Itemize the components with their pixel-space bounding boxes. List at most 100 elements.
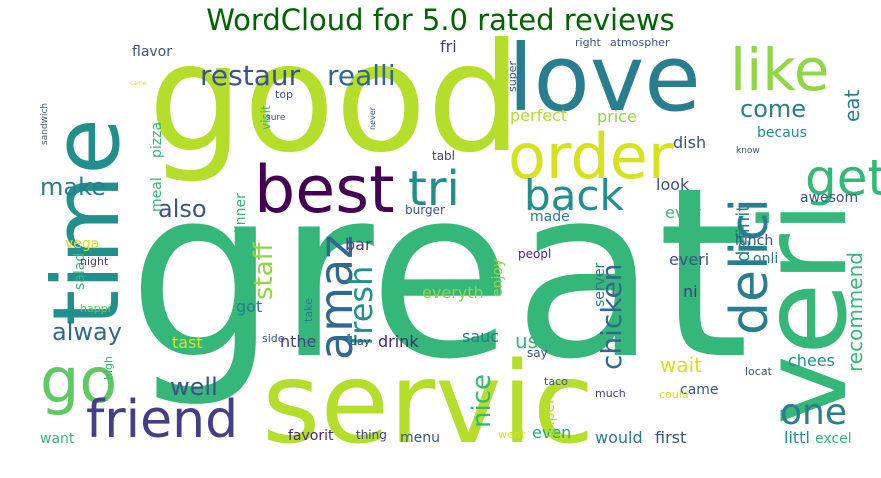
word-good: good (148, 12, 522, 186)
word-drink: drink (378, 332, 419, 351)
word-order: order (508, 120, 674, 193)
word-definit: definit (733, 205, 754, 262)
word-look: look (656, 175, 690, 194)
word-everi: everi (669, 250, 709, 269)
word-dish: dish (673, 133, 706, 152)
word-side: side (262, 332, 285, 345)
word-got: got (236, 297, 262, 316)
word-tabl: tabl (432, 149, 455, 163)
word-back: back (524, 171, 624, 220)
word-time: time (33, 118, 140, 326)
word-wait: wait (660, 353, 702, 377)
word-littl: littl (784, 428, 810, 447)
word-ni: ni (683, 282, 698, 301)
word-night: night (80, 255, 109, 268)
word-enjoy: enjoy (490, 259, 506, 297)
word-dinner: dinner (233, 193, 249, 238)
word-taco: taco (544, 375, 568, 388)
word-like: like (730, 36, 829, 104)
word-bar: bar (345, 235, 372, 254)
word-great: great (128, 138, 749, 411)
word-sauc: sauc (462, 327, 499, 346)
word-know: know (736, 146, 760, 156)
word-get: get (805, 149, 881, 207)
word-salad: salad (72, 253, 88, 290)
word-take: take (302, 298, 315, 322)
word-could: could (659, 388, 689, 401)
word-right: right (575, 36, 602, 49)
word-nthe: nthe (280, 332, 316, 351)
word-peopl: peopl (518, 247, 551, 261)
word-excel: excel (815, 431, 852, 447)
word-never: never (368, 106, 377, 130)
word-lunch: lunch (735, 233, 773, 249)
word-day: day (350, 335, 371, 348)
word-visit: visit (259, 105, 273, 130)
word-made: made (530, 209, 570, 225)
word-locat: locat (745, 365, 773, 378)
word-go: go (40, 344, 117, 417)
word-price: price (597, 107, 637, 126)
word-nice: nice (467, 374, 497, 428)
word-also: also (158, 195, 207, 223)
word-happi: happi (80, 302, 111, 315)
word-came: came (680, 382, 719, 398)
word-perfect: perfect (510, 106, 567, 125)
word-sandwich: sandwich (40, 103, 50, 145)
word-everyth: everyth (422, 283, 484, 302)
word-chicken: chicken (595, 263, 628, 370)
word-tast: tast (172, 333, 203, 352)
word-staff: staff (249, 241, 279, 300)
word-best: best (254, 153, 395, 228)
word-becaus: becaus (757, 125, 807, 141)
word-realli: realli (327, 59, 396, 92)
figure-title: WordCloud for 5.0 rated reviews (206, 3, 675, 37)
word-veri: veri (735, 201, 873, 425)
word-make: make (40, 173, 106, 201)
word-would: would (595, 428, 643, 447)
word-fri: fri (440, 37, 457, 56)
word-top: top (275, 88, 293, 101)
word-experi: experi (542, 394, 558, 438)
word-say: say (527, 346, 548, 360)
word-one: one (780, 392, 847, 433)
word-eat: eat (840, 89, 864, 122)
word-thing: thing (356, 428, 387, 442)
word-tri: tri (408, 161, 460, 217)
word-restaur: restaur (200, 59, 301, 92)
word-menu: menu (400, 430, 440, 446)
word-went: went (498, 428, 526, 441)
word-servic: servic (262, 339, 594, 469)
word-super: super (506, 61, 519, 92)
word-meal: meal (149, 177, 165, 212)
word-alway: alway (52, 318, 122, 346)
word-even: even (532, 423, 571, 442)
word-chees: chees (788, 351, 835, 370)
word-want: want (40, 431, 75, 447)
word-recommend: recommend (843, 252, 867, 372)
word-friend: friend (86, 390, 238, 450)
word-ever: ever (665, 203, 701, 222)
word-pizza: pizza (149, 122, 165, 158)
word-onli: onli (753, 251, 778, 267)
word-vega: vega (65, 236, 99, 252)
word-server: server (592, 262, 608, 307)
word-first: first (655, 428, 686, 447)
word-amaz: amaz (309, 235, 363, 360)
word-much: much (595, 387, 626, 400)
word-well: well (170, 373, 218, 401)
word-awesom: awesom (800, 190, 858, 206)
word-high: high (102, 356, 115, 380)
word-sure: sure (266, 113, 286, 123)
word-fresh: fresh (342, 266, 380, 346)
word-come: come (740, 95, 806, 123)
word-came: came (130, 80, 147, 87)
word-flavor: flavor (132, 44, 172, 60)
word-atmospher: atmospher (610, 36, 670, 49)
word-love: love (508, 25, 701, 132)
word-us: us (515, 329, 538, 353)
word-delici: delici (720, 198, 780, 335)
word-burger: burger (405, 203, 445, 217)
